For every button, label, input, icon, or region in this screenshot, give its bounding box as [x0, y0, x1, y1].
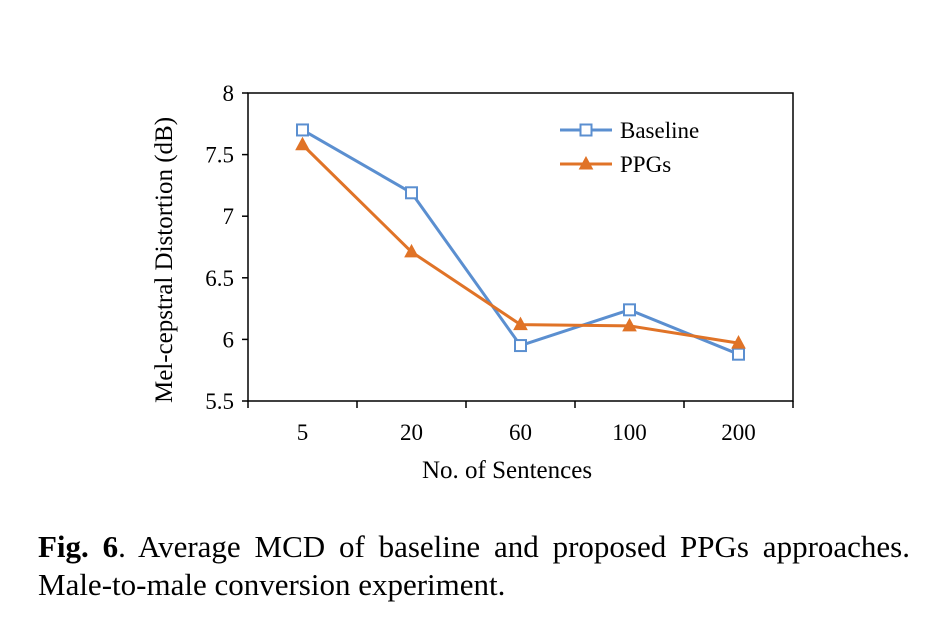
- data-point: [295, 136, 310, 151]
- legend-label: Baseline: [620, 118, 699, 143]
- y-tick-label: 6.5: [205, 266, 234, 291]
- y-tick-label: 7: [223, 204, 235, 229]
- data-point: [622, 317, 637, 332]
- data-point: [513, 316, 528, 331]
- legend: Baseline PPGs: [560, 118, 699, 177]
- data-point: [514, 339, 527, 353]
- data-point: [623, 303, 636, 317]
- series-line: [301, 143, 739, 345]
- caption-text: . Average MCD of baseline and proposed P…: [38, 529, 910, 602]
- x-tick-label: 200: [721, 420, 756, 445]
- figure-label: Fig. 6: [38, 529, 119, 564]
- y-tick-label: 7.5: [205, 143, 234, 168]
- y-tick-label: 6: [223, 327, 235, 352]
- y-tick-label: 8: [223, 81, 235, 106]
- series-baseline: [296, 123, 745, 361]
- x-axis-label: No. of Sentences: [422, 457, 592, 484]
- legend-label: PPGs: [620, 152, 671, 177]
- data-point: [731, 335, 746, 349]
- data-point: [405, 186, 418, 200]
- x-tick-label: 100: [612, 420, 647, 445]
- legend-item: PPGs: [560, 152, 671, 177]
- x-tick-label: 60: [509, 420, 532, 445]
- plot-area-frame: [247, 92, 794, 402]
- data-point: [404, 243, 419, 258]
- data-point: [296, 123, 309, 137]
- data-point: [732, 347, 745, 361]
- x-axis-ticks: 5 20 60 100 200: [247, 401, 794, 445]
- y-tick-label: 5.5: [205, 389, 234, 414]
- figure-caption: Fig. 6. Average MCD of baseline and prop…: [38, 528, 910, 604]
- series-ppgs: [295, 136, 746, 349]
- legend-marker: [579, 123, 593, 137]
- x-tick-label: 20: [400, 420, 423, 445]
- series-layer: [295, 123, 746, 361]
- x-tick-label: 5: [297, 420, 309, 445]
- legend-marker: [578, 155, 594, 170]
- mcd-line-chart: 5.5 6 6.5 7 7.5 8 5 20 60 100 200 Mel-cepstral Di…: [151, 81, 794, 484]
- y-axis-ticks: 5.5 6 6.5 7 7.5 8: [205, 81, 248, 414]
- y-axis-label: Mel-cepstral Distortion (dB): [151, 117, 178, 403]
- legend-item: Baseline: [560, 118, 699, 143]
